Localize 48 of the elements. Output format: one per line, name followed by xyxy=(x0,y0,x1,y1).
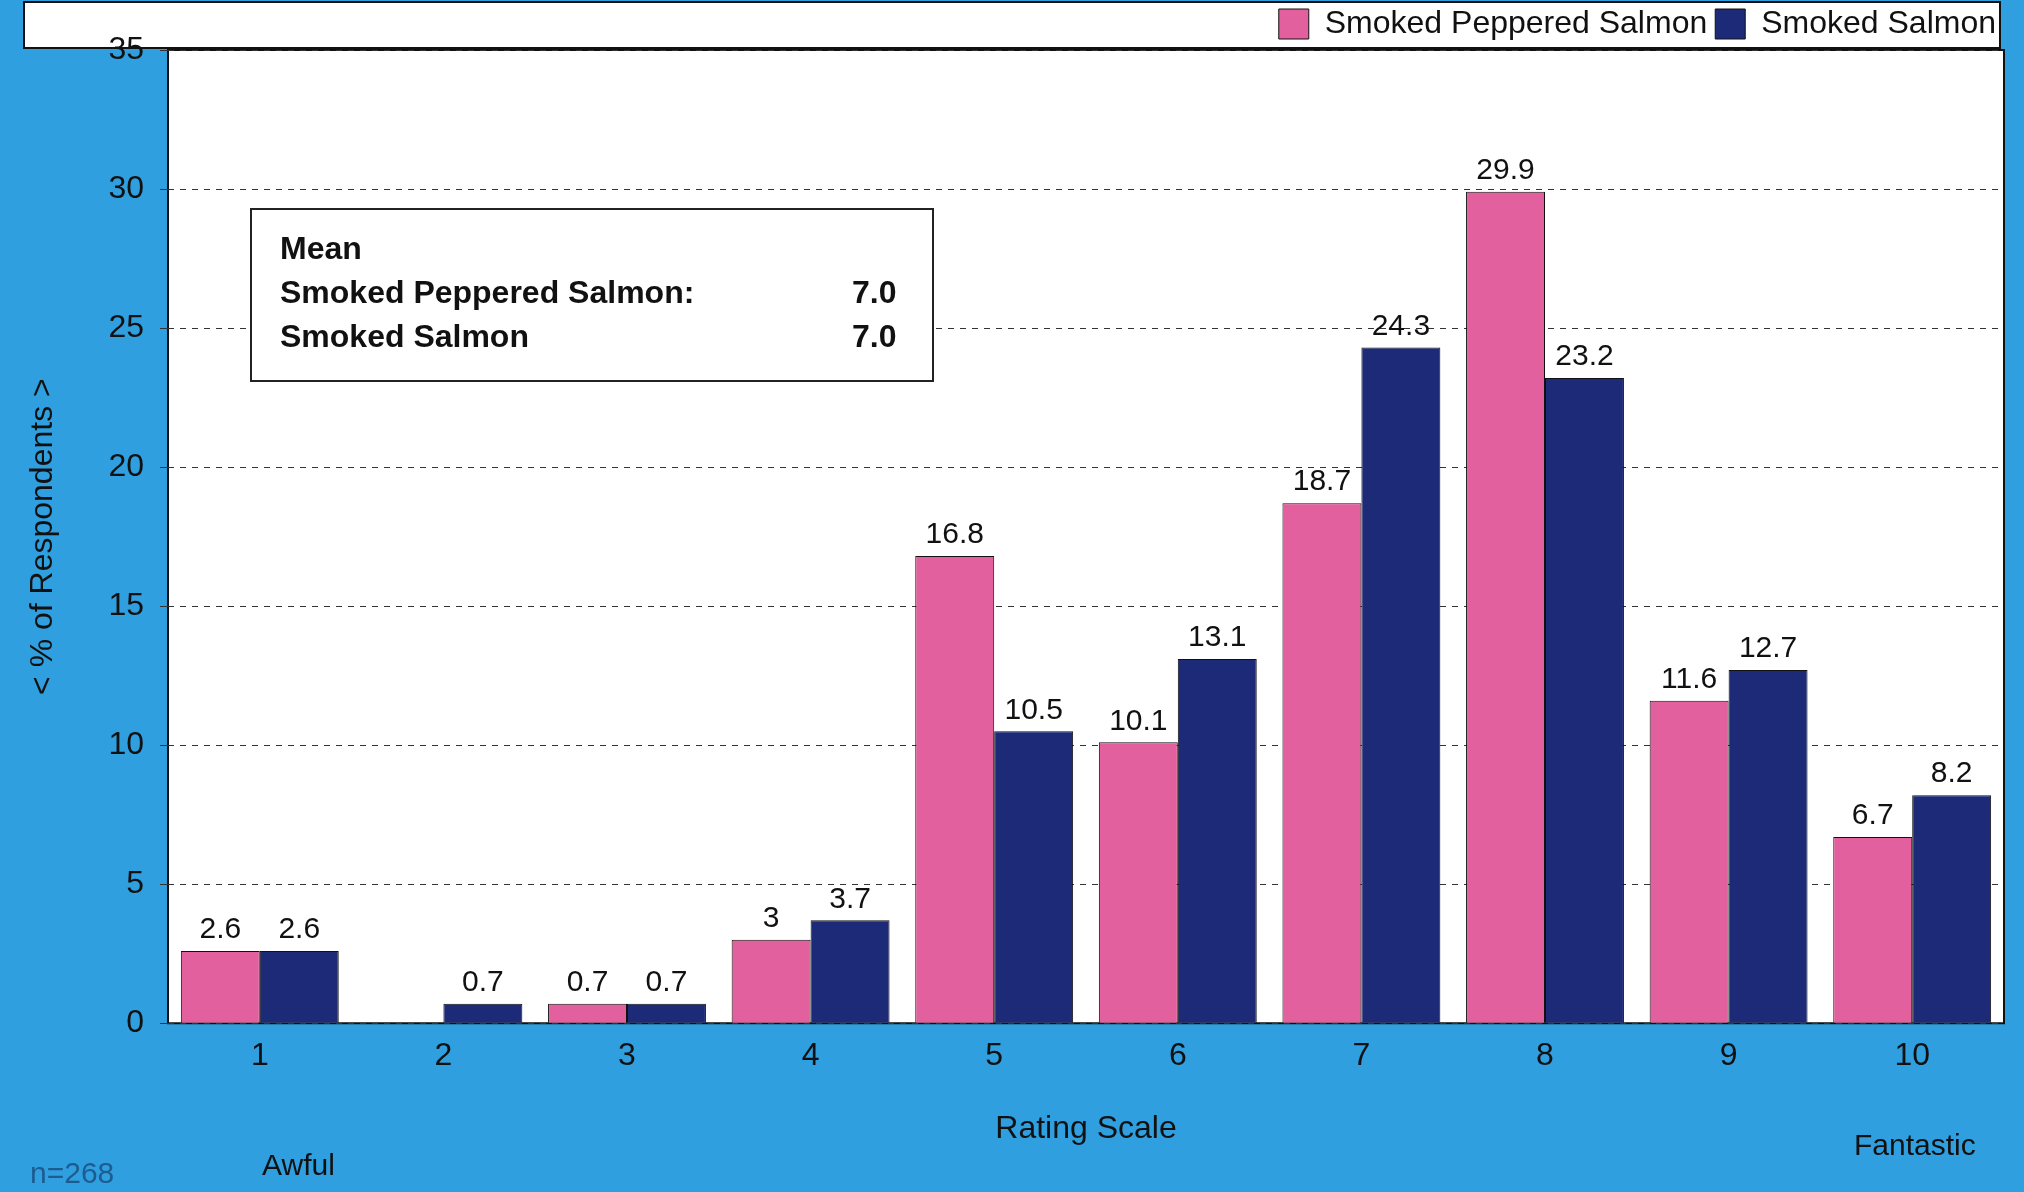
data-label: 12.7 xyxy=(1738,630,1798,664)
x-tick-label: 6 xyxy=(1168,1036,1187,1073)
y-tick-label: 25 xyxy=(108,307,144,344)
x-tick-label: 4 xyxy=(801,1036,820,1073)
y-tick-label: 30 xyxy=(108,168,144,205)
x-tick-label: 2 xyxy=(434,1036,453,1073)
text: n=268 xyxy=(30,1156,115,1190)
x-tick-label: 3 xyxy=(618,1036,636,1073)
data-label: 10.1 xyxy=(1109,702,1168,736)
text: Awful xyxy=(262,1148,335,1182)
data-label: 23.2 xyxy=(1555,338,1614,372)
x-tick-label: 9 xyxy=(1719,1036,1738,1073)
y-tick-label: 0 xyxy=(126,1003,144,1040)
data-label: 2.6 xyxy=(199,911,242,945)
x-axis-title: Rating Scale xyxy=(995,1108,1177,1145)
y-tick-label: 20 xyxy=(108,446,144,483)
y-tick-label: 10 xyxy=(108,724,144,761)
data-label: 2.6 xyxy=(278,911,321,945)
annotation: 7.0 xyxy=(852,318,897,355)
annotation: Smoked Peppered Salmon: xyxy=(280,274,695,311)
annotation: 7.0 xyxy=(852,274,897,311)
data-label: 3 xyxy=(762,900,780,934)
x-tick-label: 8 xyxy=(1536,1036,1554,1073)
x-tick-label: 7 xyxy=(1352,1036,1371,1073)
data-label: 6.7 xyxy=(1851,797,1894,831)
y-axis-title: < % of Respondents > xyxy=(23,378,60,695)
data-label: 13.1 xyxy=(1188,619,1247,653)
annotation: Mean xyxy=(280,230,362,267)
x-tick-label: 1 xyxy=(250,1036,269,1073)
x-tick-label: 5 xyxy=(985,1036,1004,1073)
annotation: Smoked Salmon xyxy=(280,318,529,355)
text: Fantastic xyxy=(1854,1128,1976,1162)
legend-label: Smoked Peppered Salmon xyxy=(1324,3,1708,40)
y-tick-label: 15 xyxy=(108,585,144,622)
data-label: 16.8 xyxy=(925,516,984,550)
data-label: 0.7 xyxy=(566,964,609,997)
data-label: 3.7 xyxy=(829,880,871,914)
data-label: 29.9 xyxy=(1476,152,1535,186)
y-tick-label: 5 xyxy=(126,864,144,900)
legend-label: Smoked Salmon xyxy=(1761,3,1996,40)
data-label: 8.2 xyxy=(1930,755,1973,789)
x-tick-label: 10 xyxy=(1894,1036,1930,1073)
data-label: 0.7 xyxy=(462,964,504,997)
data-label: 24.3 xyxy=(1371,307,1431,341)
data-label: 10.5 xyxy=(1004,691,1063,725)
data-label: 0.7 xyxy=(645,964,688,997)
data-label: 18.7 xyxy=(1292,463,1352,497)
data-label: 11.6 xyxy=(1661,660,1718,694)
